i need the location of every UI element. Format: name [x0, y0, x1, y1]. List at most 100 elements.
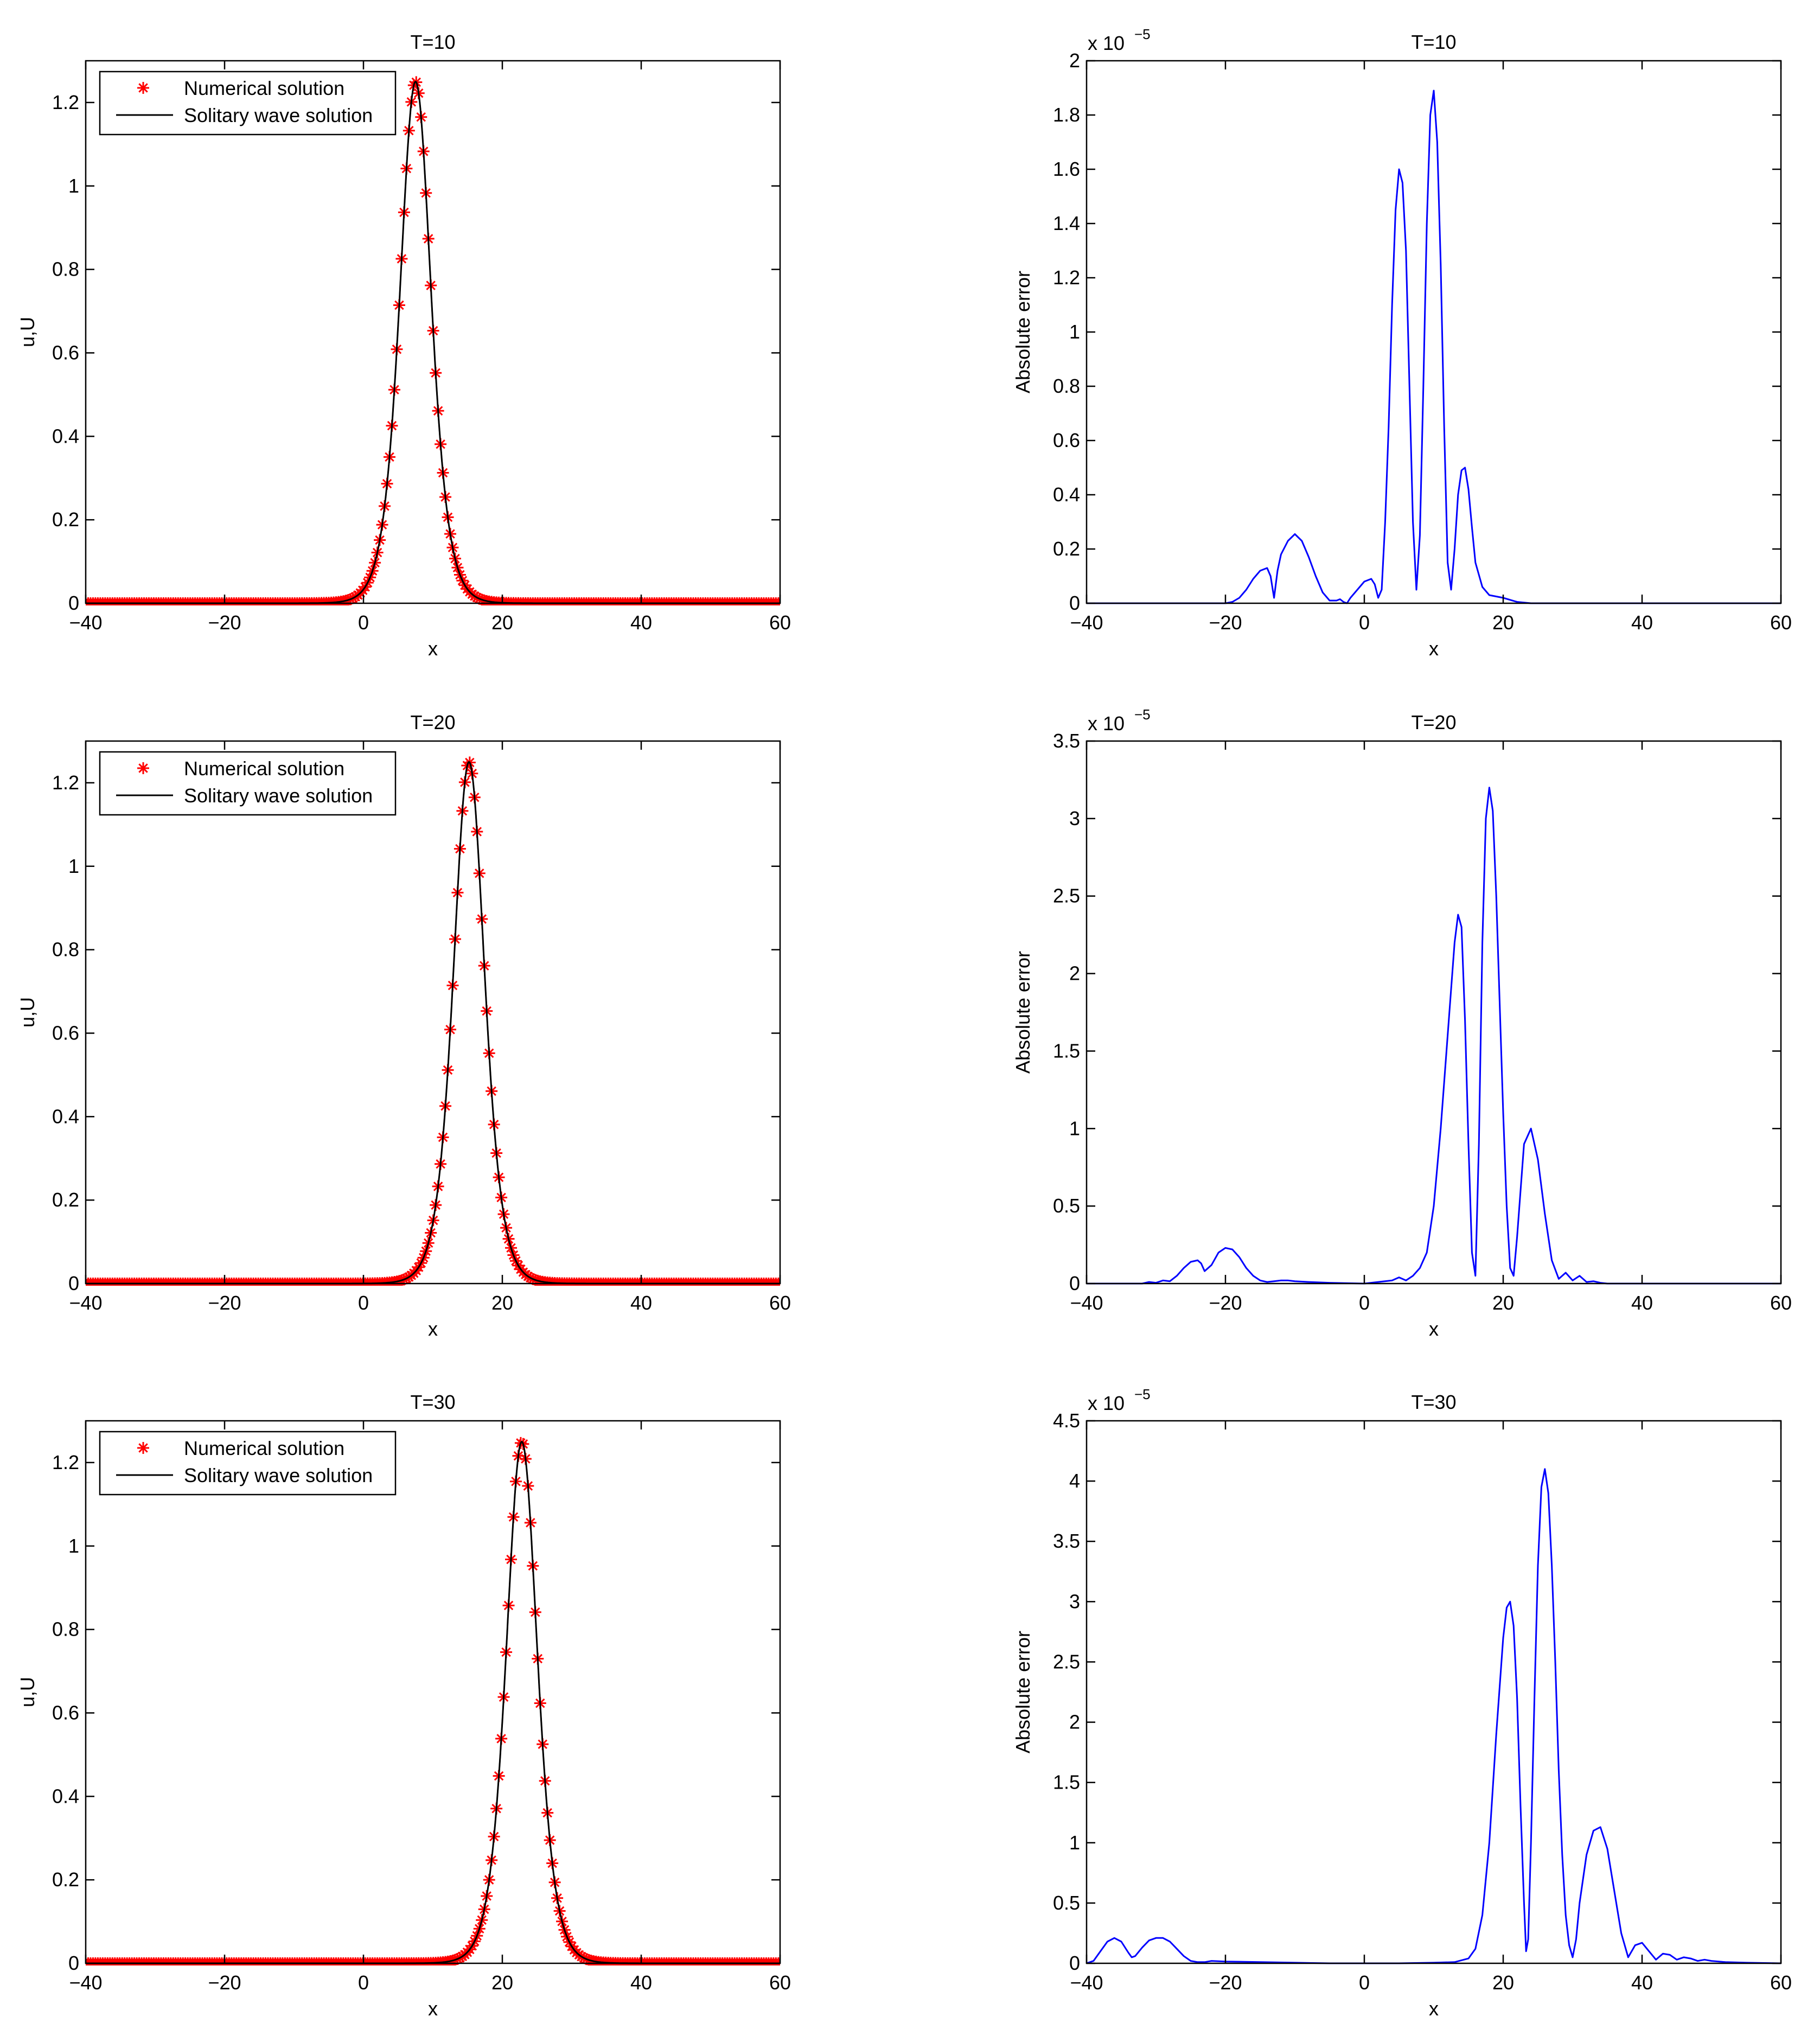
y-tick-label: 4.5 — [1053, 1409, 1080, 1432]
x-tick-label: −40 — [69, 1292, 102, 1314]
x-tick-label: 60 — [1770, 611, 1792, 634]
x-tick-label: −40 — [69, 611, 102, 634]
legend-label: Solitary wave solution — [184, 784, 373, 807]
x-tick-label: 0 — [1359, 1971, 1370, 1994]
plot-area — [86, 1421, 780, 1963]
y-tick-label: 1.8 — [1053, 104, 1080, 126]
chart-title: T=20 — [410, 711, 455, 733]
y-tick-label: 0.2 — [52, 1189, 79, 1211]
axes-frame — [85, 740, 781, 1285]
x-tick-label: 60 — [769, 1971, 791, 1994]
x-tick-label: 60 — [769, 1292, 791, 1314]
legend-marker-asterisk — [137, 1442, 149, 1454]
x-tick-label: 20 — [491, 611, 513, 634]
axes-frame — [1085, 740, 1782, 1285]
y-tick-label: 0 — [68, 1272, 79, 1294]
x-tick-label: −40 — [1070, 1971, 1103, 1994]
x-tick-label: 60 — [1770, 1971, 1792, 1994]
y-tick-label: 0.6 — [52, 1701, 79, 1724]
y-tick-label: 1 — [68, 1535, 79, 1557]
y-axis-label: u,U — [16, 317, 39, 347]
y-tick-label: 2 — [1069, 962, 1080, 985]
x-axis-label: x — [428, 1997, 438, 2020]
y-exponent-label: x 10 — [1088, 32, 1125, 54]
y-tick-label: 0.5 — [1053, 1892, 1080, 1914]
chart-panel-u10: −40 −20 0 20 40 60 0 0.2 0.4 0.6 0.8 1 1.2 T=10 x u,U Nu… — [16, 31, 791, 660]
legend: Numerical solution Solitary wave solution — [99, 1431, 397, 1496]
chart-panel-e30: −40 −20 0 20 40 60 0 0.5 1 1.5 2 2.5 3 3.5 4 4.5 T=30 x Ab… — [1012, 1386, 1792, 2020]
x-tick-label: 60 — [1770, 1292, 1792, 1314]
error-series-line — [1087, 1468, 1781, 1964]
series-group — [1087, 90, 1781, 604]
y-tick-label: 4 — [1069, 1470, 1080, 1492]
y-tick-label: 0.2 — [1053, 538, 1080, 560]
y-tick-label: 0 — [68, 592, 79, 614]
series-group — [1087, 1468, 1781, 1964]
legend-marker-asterisk — [137, 82, 149, 94]
axes-frame — [1085, 1420, 1782, 1964]
y-tick-label: 1.4 — [1053, 212, 1080, 234]
x-tick-label: 0 — [358, 1971, 369, 1994]
plot-area — [1087, 741, 1781, 1284]
y-tick-label: 1.2 — [1053, 266, 1080, 289]
y-tick-label: 0.2 — [52, 508, 79, 531]
y-axis-label: u,U — [16, 997, 39, 1027]
axes-frame — [85, 1420, 781, 1964]
x-tick-label: 40 — [1631, 1971, 1653, 1994]
x-tick-label: 0 — [1359, 611, 1370, 634]
legend-box — [99, 71, 397, 136]
y-tick-label: 0.4 — [52, 1785, 79, 1807]
y-axis-label: Absolute error — [1012, 951, 1034, 1074]
legend-label: Numerical solution — [184, 77, 344, 99]
y-axis-label: Absolute error — [1012, 271, 1034, 393]
y-tick-label: 1.5 — [1053, 1771, 1080, 1794]
x-tick-label: 40 — [630, 1292, 652, 1314]
x-tick-label: 60 — [769, 611, 791, 634]
chart-panel-e20: −40 −20 0 20 40 60 0 0.5 1 1.5 2 2.5 3 3.5 T=20 x Absolu… — [1012, 706, 1792, 1340]
x-tick-label: 40 — [630, 611, 652, 634]
plot-area — [86, 741, 780, 1284]
y-tick-label: 1.5 — [1053, 1039, 1080, 1062]
y-tick-label: 0.8 — [52, 1618, 79, 1641]
x-tick-label: 40 — [1631, 1292, 1653, 1314]
x-tick-label: 0 — [358, 1292, 369, 1314]
x-tick-label: 20 — [1492, 611, 1514, 634]
chart-title: T=10 — [410, 31, 455, 53]
x-tick-label: −20 — [1209, 611, 1242, 634]
chart-panel-u20: −40 −20 0 20 40 60 0 0.2 0.4 0.6 0.8 1 1.2 T=20 x u,U Nu… — [16, 711, 791, 1340]
x-tick-label: −20 — [1209, 1971, 1242, 1994]
y-tick-label: 3 — [1069, 807, 1080, 829]
chart-panel-u30: −40 −20 0 20 40 60 0 0.2 0.4 0.6 0.8 1 1.2 T=30 x u,U Nu… — [16, 1391, 791, 2020]
x-tick-label: 40 — [1631, 611, 1653, 634]
error-series-line — [1087, 787, 1781, 1285]
series-group — [1087, 787, 1781, 1285]
x-tick-label: 0 — [1359, 1292, 1370, 1314]
y-tick-label: 0.4 — [52, 425, 79, 447]
legend-box — [99, 751, 397, 816]
y-tick-label: 3.5 — [1053, 1530, 1080, 1552]
chart-title: T=30 — [410, 1391, 455, 1413]
x-tick-label: −20 — [208, 1971, 241, 1994]
y-exponent-power: −5 — [1134, 706, 1151, 723]
plot-area — [1087, 1421, 1781, 1963]
y-tick-label: 0 — [1069, 1952, 1080, 1974]
y-tick-label: 0.4 — [52, 1105, 79, 1127]
y-tick-label: 3.5 — [1053, 730, 1080, 752]
y-tick-label: 0.8 — [52, 939, 79, 961]
y-tick-label: 1 — [1069, 1831, 1080, 1854]
y-exponent-power: −5 — [1134, 1386, 1151, 1402]
y-tick-label: 0.8 — [52, 258, 79, 280]
legend: Numerical solution Solitary wave solution — [99, 71, 397, 136]
y-tick-label: 0 — [68, 1952, 79, 1974]
y-tick-label: 1.2 — [52, 1451, 79, 1473]
y-tick-label: 0.8 — [1053, 375, 1080, 397]
y-exponent-power: −5 — [1134, 26, 1151, 42]
y-tick-label: 1 — [68, 855, 79, 877]
x-tick-label: 20 — [491, 1292, 513, 1314]
legend: Numerical solution Solitary wave solution — [99, 751, 397, 816]
x-axis-label: x — [1429, 1997, 1439, 2020]
y-tick-label: 1.2 — [52, 91, 79, 113]
x-tick-label: −40 — [1070, 611, 1103, 634]
y-tick-label: 0.2 — [52, 1868, 79, 1891]
